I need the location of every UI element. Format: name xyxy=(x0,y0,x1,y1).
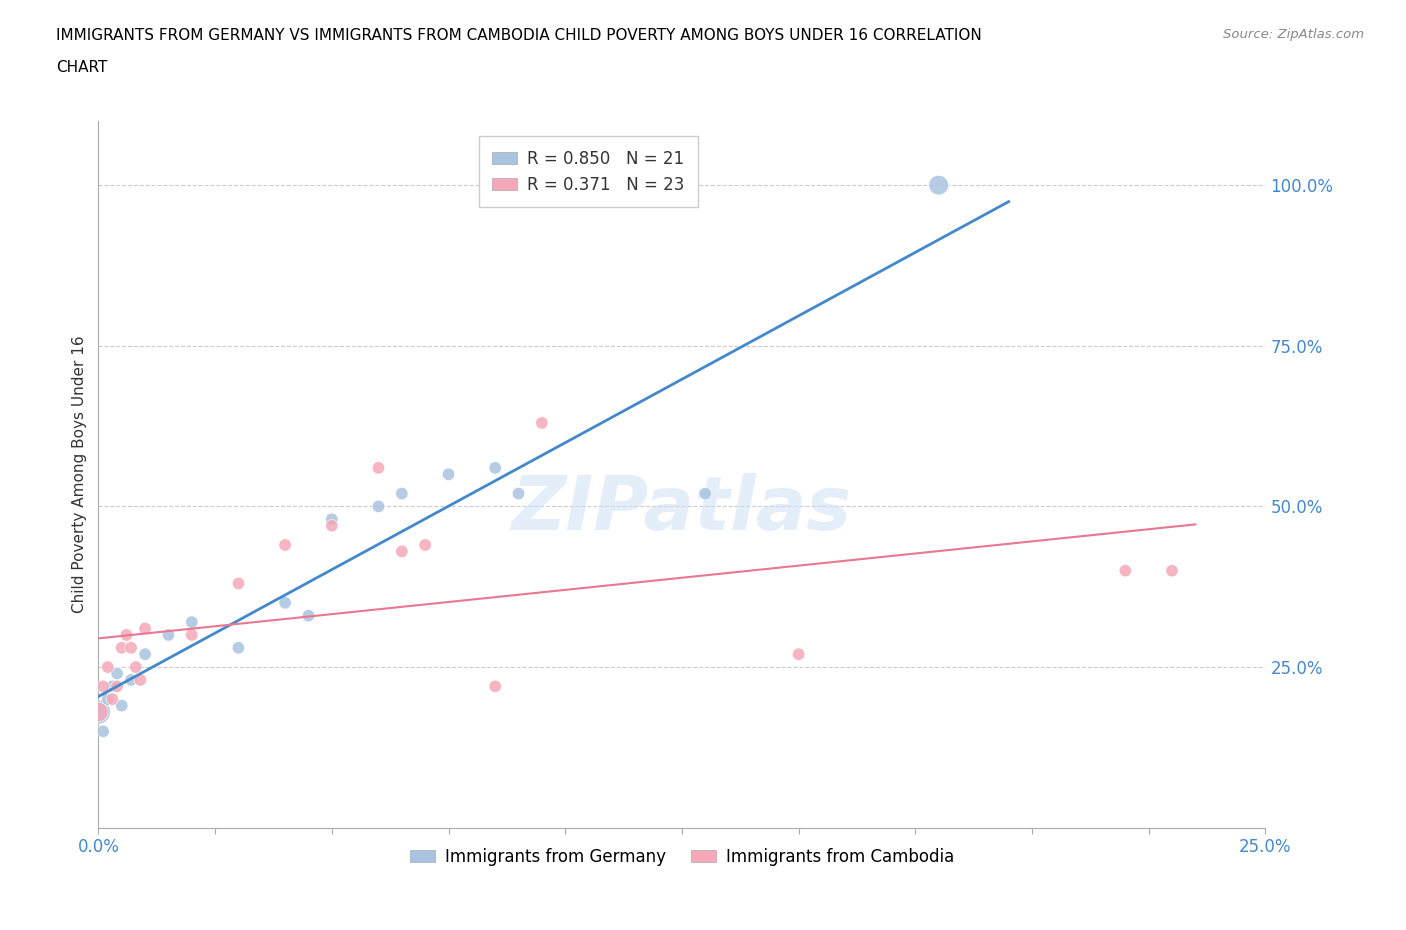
Point xyxy=(413,538,436,552)
Point xyxy=(391,544,413,559)
Point xyxy=(321,512,343,526)
Point xyxy=(274,538,297,552)
Point xyxy=(125,659,148,674)
Point xyxy=(120,672,142,687)
Point xyxy=(97,659,120,674)
Point xyxy=(1161,564,1184,578)
Point xyxy=(111,698,134,713)
Point xyxy=(134,621,156,636)
Point xyxy=(228,641,250,656)
Text: IMMIGRANTS FROM GERMANY VS IMMIGRANTS FROM CAMBODIA CHILD POVERTY AMONG BOYS UND: IMMIGRANTS FROM GERMANY VS IMMIGRANTS FR… xyxy=(56,28,981,43)
Point xyxy=(484,460,506,475)
Point xyxy=(91,679,114,694)
Point xyxy=(129,672,152,687)
Point xyxy=(157,628,180,643)
Point xyxy=(508,486,530,501)
Point xyxy=(91,724,114,738)
Point xyxy=(437,467,460,482)
Point xyxy=(297,608,319,623)
Point xyxy=(101,679,124,694)
Point xyxy=(115,628,138,643)
Text: Source: ZipAtlas.com: Source: ZipAtlas.com xyxy=(1223,28,1364,41)
Point xyxy=(321,518,343,533)
Point xyxy=(87,705,110,720)
Text: CHART: CHART xyxy=(56,60,108,75)
Point xyxy=(105,666,128,681)
Text: ZIPatlas: ZIPatlas xyxy=(512,473,852,546)
Point xyxy=(928,178,950,193)
Point xyxy=(101,692,124,707)
Point xyxy=(180,628,202,643)
Point xyxy=(484,679,506,694)
Point xyxy=(97,692,120,707)
Point xyxy=(228,576,250,591)
Legend: Immigrants from Germany, Immigrants from Cambodia: Immigrants from Germany, Immigrants from… xyxy=(404,841,960,872)
Point xyxy=(1114,564,1136,578)
Point xyxy=(111,641,134,656)
Point xyxy=(274,595,297,610)
Point xyxy=(530,416,553,431)
Point xyxy=(695,486,717,501)
Y-axis label: Child Poverty Among Boys Under 16: Child Poverty Among Boys Under 16 xyxy=(72,336,87,613)
Point xyxy=(120,641,142,656)
Point xyxy=(180,615,202,630)
Point xyxy=(87,705,110,720)
Point xyxy=(134,646,156,661)
Point xyxy=(105,679,128,694)
Point xyxy=(367,460,389,475)
Point xyxy=(787,646,810,661)
Point xyxy=(391,486,413,501)
Point xyxy=(367,499,389,514)
